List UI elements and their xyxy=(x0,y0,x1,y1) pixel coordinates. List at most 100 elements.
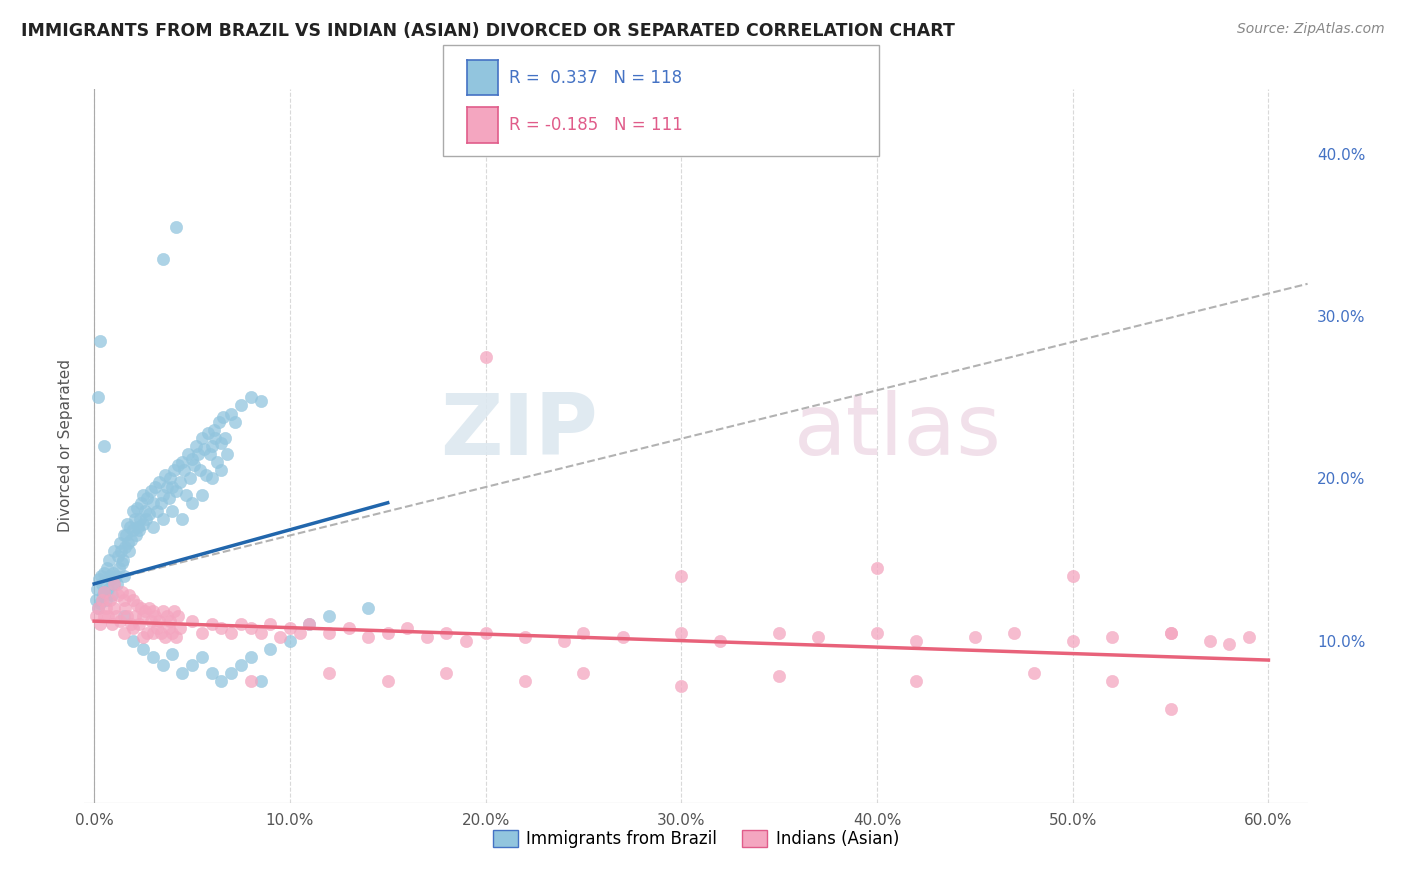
Point xyxy=(239,390,262,404)
Point xyxy=(162,625,184,640)
Point xyxy=(202,423,225,437)
Point xyxy=(152,512,174,526)
Point xyxy=(159,614,181,628)
Point xyxy=(107,549,129,564)
Point xyxy=(866,625,889,640)
Point xyxy=(138,601,160,615)
Point xyxy=(163,463,186,477)
Point xyxy=(112,568,135,582)
Point xyxy=(153,468,176,483)
Point xyxy=(89,334,111,348)
Point xyxy=(89,617,111,632)
Point xyxy=(198,447,221,461)
Point xyxy=(117,516,139,531)
Point xyxy=(93,585,115,599)
Point xyxy=(127,520,149,534)
Point xyxy=(179,471,201,485)
Point xyxy=(191,488,214,502)
Point xyxy=(572,666,595,681)
Point xyxy=(110,585,132,599)
Point xyxy=(118,588,141,602)
Point xyxy=(174,488,197,502)
Point xyxy=(103,544,125,558)
Point xyxy=(103,601,125,615)
Point xyxy=(152,657,174,672)
Point xyxy=(127,500,149,515)
Point xyxy=(103,577,125,591)
Point xyxy=(117,536,139,550)
Point xyxy=(318,609,340,624)
Point xyxy=(128,617,150,632)
Point xyxy=(89,596,111,610)
Point xyxy=(132,488,155,502)
Point xyxy=(768,669,790,683)
Point xyxy=(125,528,148,542)
Point xyxy=(1101,674,1123,689)
Point xyxy=(124,512,146,526)
Point xyxy=(91,588,114,602)
Point xyxy=(129,512,152,526)
Point xyxy=(143,609,166,624)
Point xyxy=(167,609,190,624)
Point xyxy=(165,220,187,235)
Point xyxy=(187,447,209,461)
Point xyxy=(157,621,180,635)
Point xyxy=(239,649,262,664)
Point xyxy=(239,621,262,635)
Point xyxy=(269,631,291,645)
Point xyxy=(149,496,172,510)
Point xyxy=(155,479,177,493)
Point xyxy=(709,633,731,648)
Point xyxy=(239,674,262,689)
Point xyxy=(169,475,191,489)
Text: atlas: atlas xyxy=(794,390,1002,474)
Point xyxy=(142,604,165,618)
Point xyxy=(163,604,186,618)
Text: R =  0.337   N = 118: R = 0.337 N = 118 xyxy=(509,69,682,87)
Point xyxy=(193,442,215,457)
Point xyxy=(197,425,219,440)
Point xyxy=(177,447,200,461)
Point xyxy=(474,350,496,364)
Point xyxy=(127,598,149,612)
Point xyxy=(93,585,115,599)
Point xyxy=(132,516,155,531)
Point xyxy=(191,625,214,640)
Point xyxy=(229,657,252,672)
Point xyxy=(132,609,155,624)
Point xyxy=(612,631,634,645)
Point xyxy=(396,621,419,635)
Point xyxy=(454,633,477,648)
Point xyxy=(217,447,239,461)
Point xyxy=(259,617,281,632)
Point xyxy=(298,617,321,632)
Y-axis label: Divorced or Separated: Divorced or Separated xyxy=(58,359,73,533)
Point xyxy=(1160,625,1182,640)
Point xyxy=(94,593,117,607)
Point xyxy=(90,568,112,582)
Point xyxy=(155,609,177,624)
Point xyxy=(159,471,181,485)
Point xyxy=(143,479,166,493)
Point xyxy=(377,674,399,689)
Point xyxy=(204,431,226,445)
Point xyxy=(200,471,222,485)
Point xyxy=(93,439,115,453)
Point xyxy=(209,674,232,689)
Point xyxy=(278,633,301,648)
Point xyxy=(112,609,135,624)
Point xyxy=(87,572,110,586)
Point xyxy=(436,625,458,640)
Point xyxy=(107,588,129,602)
Point xyxy=(298,617,321,632)
Point xyxy=(1198,633,1220,648)
Point xyxy=(152,252,174,267)
Point xyxy=(146,504,169,518)
Point xyxy=(97,609,120,624)
Point xyxy=(513,631,536,645)
Point xyxy=(288,625,311,640)
Point xyxy=(146,621,169,635)
Point xyxy=(153,631,176,645)
Point xyxy=(207,455,229,469)
Point xyxy=(148,614,170,628)
